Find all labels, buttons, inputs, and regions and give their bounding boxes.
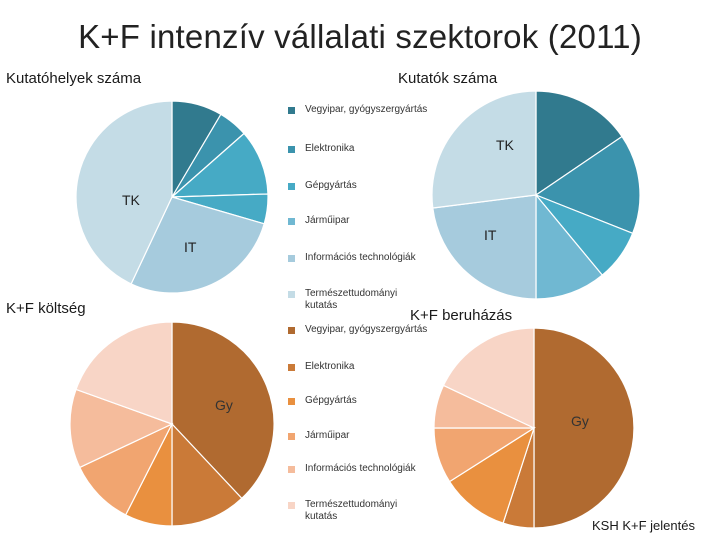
legend-swatch	[288, 255, 295, 262]
legend-label: Természettudományi kutatás	[305, 499, 398, 522]
legend-swatch	[288, 218, 295, 225]
legend-label: Vegyipar, gyógyszergyártás	[305, 324, 428, 335]
chart-title-beruhazas: K+F beruházás	[410, 307, 513, 324]
legend-label: Elektronika	[305, 361, 355, 372]
chart-title-kutatok: Kutatók száma	[398, 70, 498, 87]
pie-slice	[171, 422, 243, 527]
pie-annotation: Gy	[571, 413, 589, 429]
legend-label: Információs technológiák	[305, 463, 416, 474]
pie-slice	[69, 388, 174, 469]
legend-label: Információs technológiák	[305, 252, 416, 263]
legend-swatch	[288, 107, 295, 114]
legend-label: Vegyipar, gyógyszergyártás	[305, 104, 428, 115]
legend-label: Természettudományi kutatás	[305, 288, 398, 311]
legend-swatch	[288, 398, 295, 405]
pie-slice	[431, 90, 537, 209]
legend-label: Gépgyártás	[305, 395, 357, 406]
legend-label: Elektronika	[305, 143, 355, 154]
legend-swatch	[288, 502, 295, 509]
pie-slice	[535, 193, 604, 300]
pie-slice	[442, 327, 535, 429]
legend-swatch	[288, 466, 295, 473]
pie-slice	[171, 321, 275, 500]
pie-slice	[75, 321, 173, 425]
source-note: KSH K+F jelentés	[592, 518, 695, 533]
pie-slice	[534, 135, 641, 235]
legend-swatch	[288, 291, 295, 298]
pie-annotation: IT	[484, 227, 497, 243]
pie-annotation: Gy	[215, 397, 233, 413]
legend-swatch	[288, 364, 295, 371]
pie-annotation: TK	[122, 192, 141, 208]
pie-annotation: IT	[184, 239, 197, 255]
chart-title-kutatohelyek: Kutatóhelyek száma	[6, 70, 142, 87]
pie-slice	[432, 194, 537, 300]
legend-swatch	[288, 327, 295, 334]
pie-slice	[533, 327, 635, 529]
legend-label: Járműipar	[305, 215, 350, 226]
page-title: K+F intenzív vállalati szektorok (2011)	[78, 18, 642, 55]
pie-slice	[535, 90, 623, 197]
pie-slice	[130, 196, 265, 294]
legend-swatch	[288, 433, 295, 440]
legend-swatch	[288, 183, 295, 190]
legend-label: Gépgyártás	[305, 180, 357, 191]
legend-label: Járműipar	[305, 430, 350, 441]
pie-annotation: TK	[496, 137, 515, 153]
chart-title-koltseg: K+F költség	[6, 300, 86, 317]
legend-swatch	[288, 146, 295, 153]
pie-slice	[448, 426, 536, 524]
pie-slice	[170, 132, 269, 198]
pie-slice	[75, 100, 173, 285]
